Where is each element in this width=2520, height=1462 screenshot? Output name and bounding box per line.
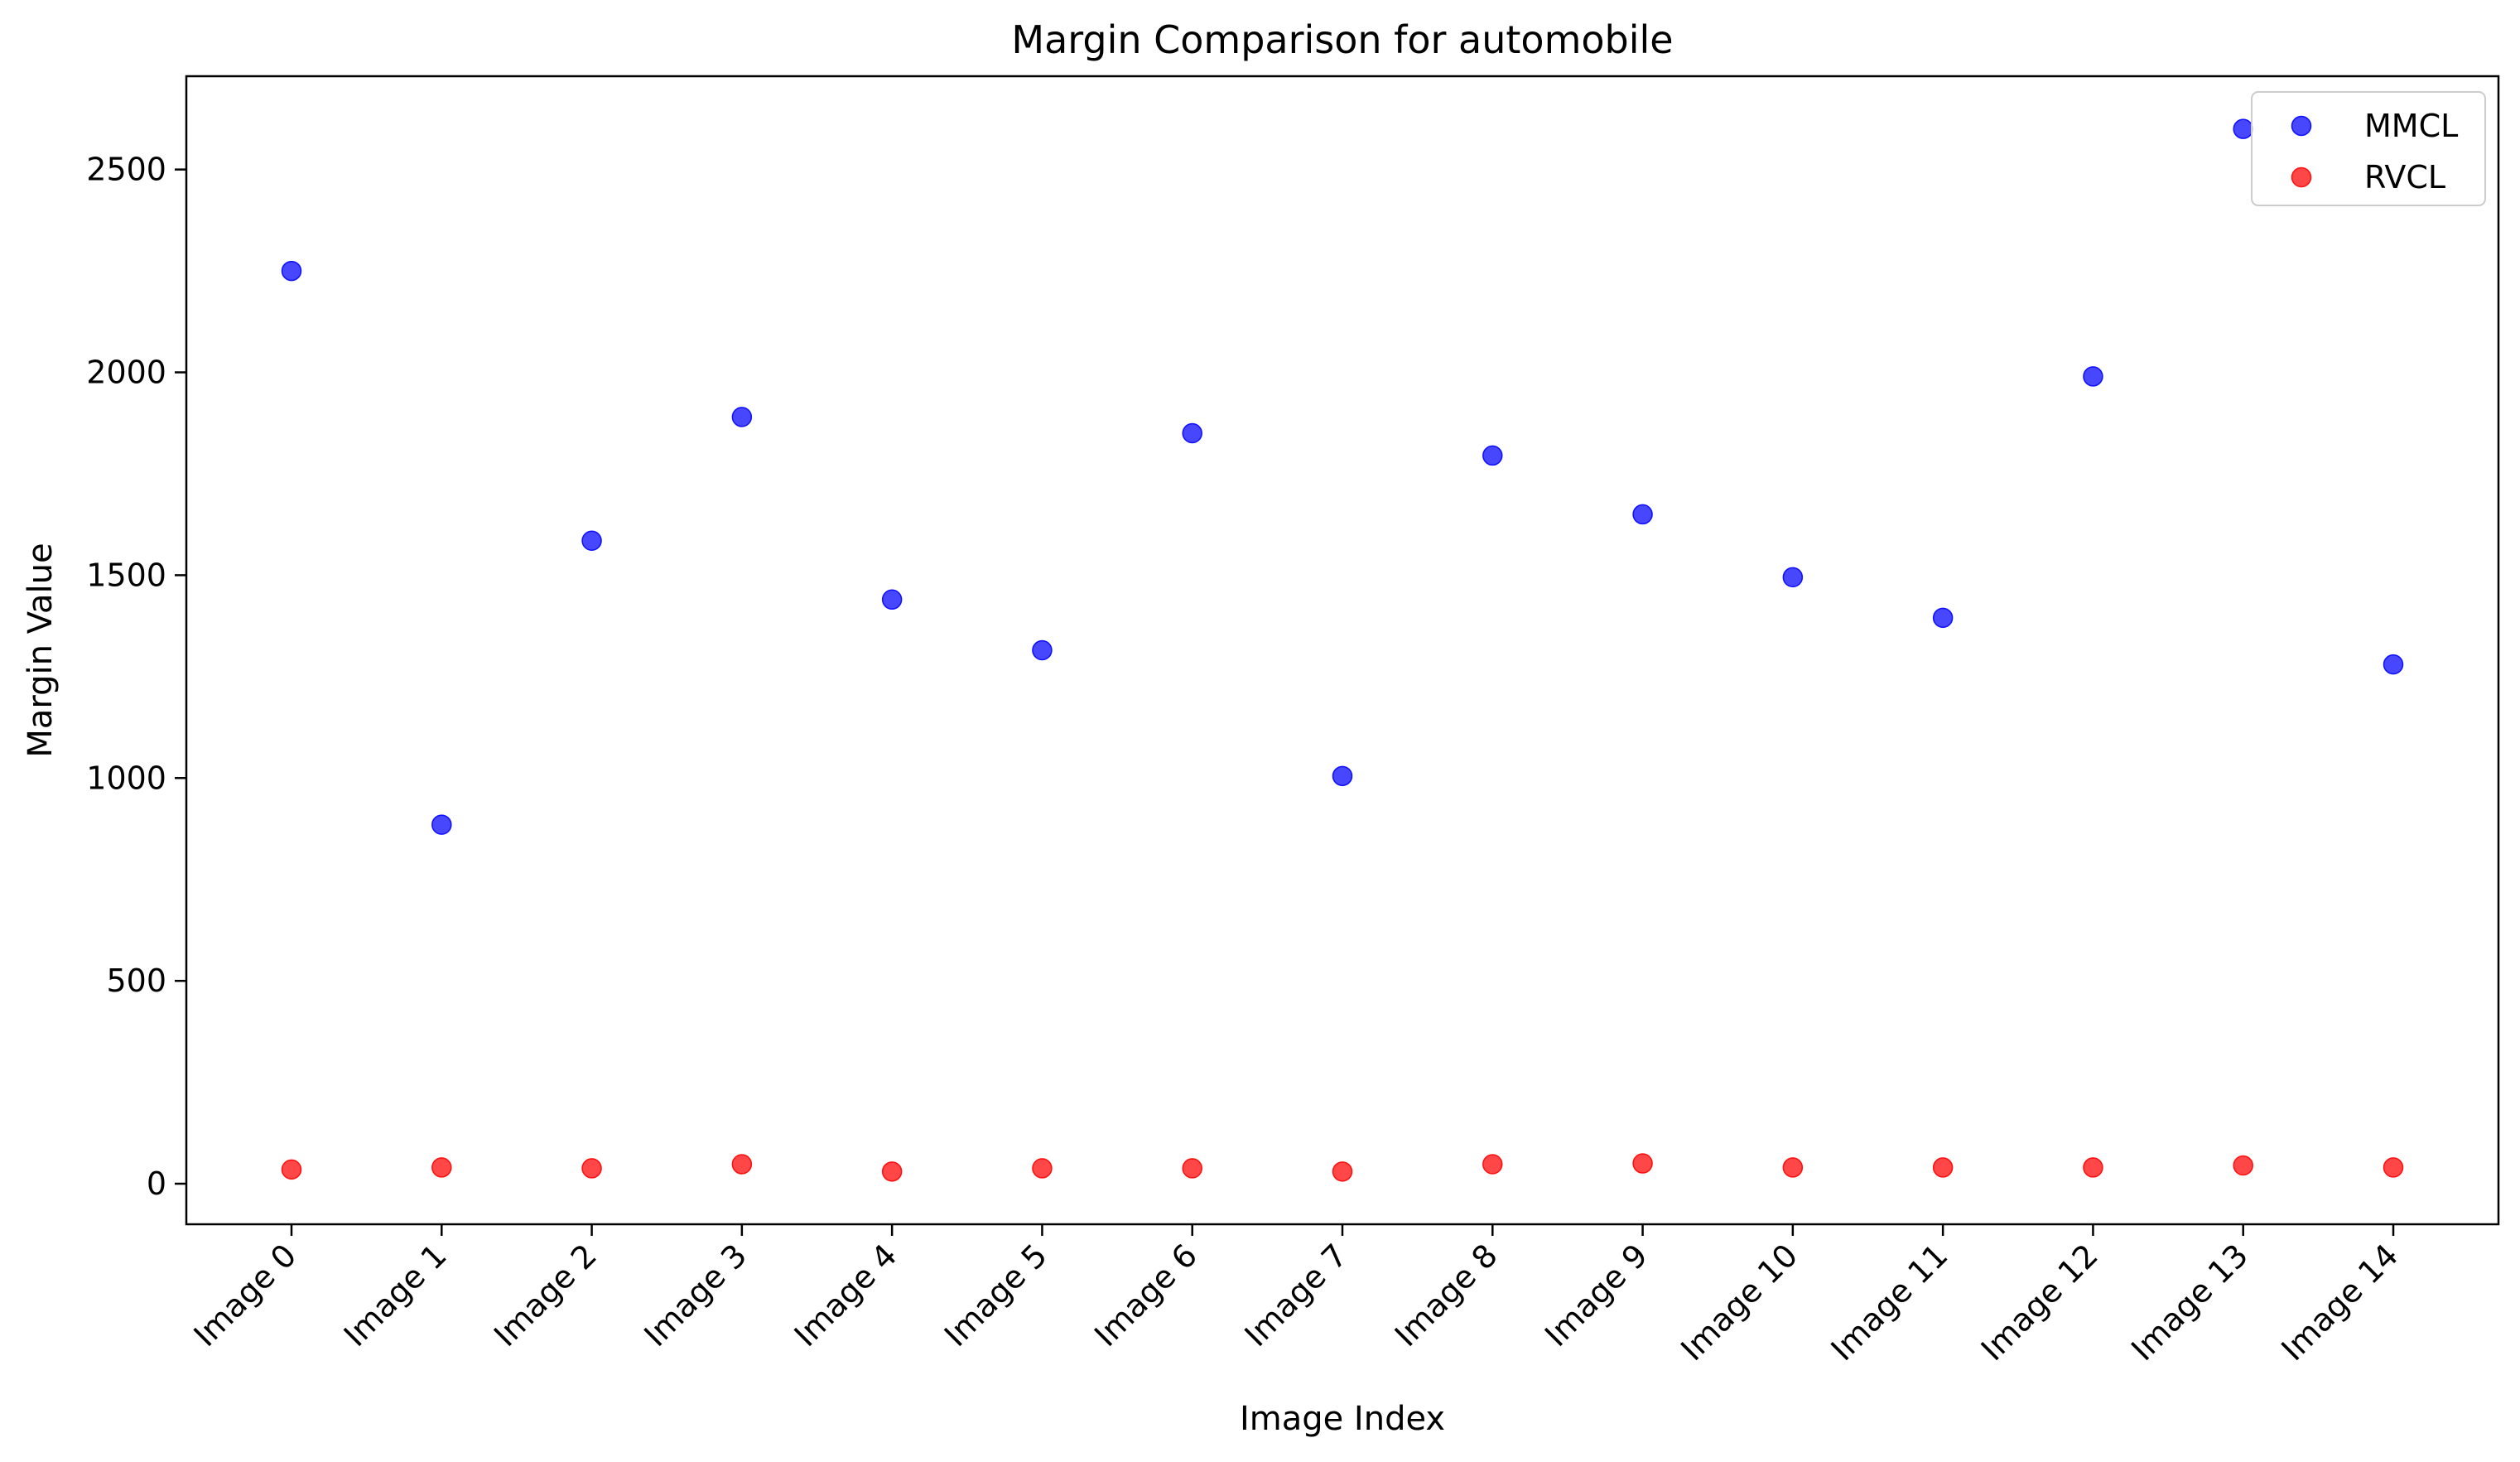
- point-mmcl-0: [281, 260, 302, 282]
- point-mmcl-8: [1482, 445, 1503, 466]
- series-rvcl: [281, 1153, 2404, 1182]
- point-mmcl-2: [581, 530, 602, 552]
- point-rvcl-0: [281, 1159, 302, 1180]
- chart-title: Margin Comparison for automobile: [1011, 17, 1673, 62]
- y-tick-label: 2000: [86, 355, 166, 391]
- point-rvcl-8: [1482, 1154, 1503, 1175]
- point-mmcl-9: [1632, 504, 1653, 525]
- legend-label-rvcl: RVCL: [2364, 159, 2445, 195]
- y-tick-label: 1500: [86, 557, 166, 593]
- point-rvcl-12: [2083, 1157, 2103, 1178]
- series-mmcl: [281, 118, 2404, 835]
- point-rvcl-3: [731, 1154, 753, 1175]
- legend-marker-mmcl: [2291, 115, 2312, 137]
- point-mmcl-6: [1182, 422, 1202, 444]
- y-tick-label: 1000: [86, 760, 166, 796]
- point-mmcl-11: [1932, 607, 1954, 629]
- point-mmcl-4: [881, 589, 903, 610]
- chart-legend: MMCL RVCL: [2251, 91, 2486, 206]
- legend-label-mmcl: MMCL: [2364, 108, 2458, 144]
- point-mmcl-13: [2233, 118, 2253, 139]
- point-mmcl-1: [431, 814, 452, 835]
- y-tick-label: 0: [147, 1165, 166, 1202]
- point-rvcl-9: [1632, 1153, 1653, 1174]
- point-rvcl-7: [1332, 1161, 1353, 1182]
- point-mmcl-3: [731, 407, 753, 427]
- legend-marker-rvcl: [2291, 166, 2312, 188]
- y-axis-ticks: 0 500 1000 1500 2000 2500: [86, 152, 186, 1202]
- point-mmcl-10: [1782, 567, 1804, 588]
- point-rvcl-4: [881, 1161, 903, 1182]
- point-rvcl-2: [581, 1158, 602, 1179]
- point-rvcl-13: [2233, 1155, 2253, 1176]
- point-mmcl-5: [1032, 639, 1053, 661]
- point-rvcl-1: [431, 1157, 452, 1178]
- point-mmcl-7: [1332, 765, 1353, 787]
- point-rvcl-5: [1032, 1158, 1053, 1179]
- x-axis-label: Image Index: [1240, 1400, 1445, 1438]
- point-mmcl-12: [2083, 366, 2103, 387]
- point-rvcl-11: [1932, 1157, 1954, 1178]
- plot-area-frame: [185, 75, 2500, 1226]
- y-tick-label: 500: [106, 963, 166, 999]
- y-axis-label: Margin Value: [22, 543, 60, 757]
- plot-marks: [281, 118, 2404, 1182]
- point-rvcl-14: [2383, 1157, 2404, 1178]
- point-rvcl-10: [1782, 1157, 1804, 1178]
- point-rvcl-6: [1182, 1158, 1202, 1179]
- y-tick-label: 2500: [86, 152, 166, 188]
- point-mmcl-14: [2383, 654, 2404, 675]
